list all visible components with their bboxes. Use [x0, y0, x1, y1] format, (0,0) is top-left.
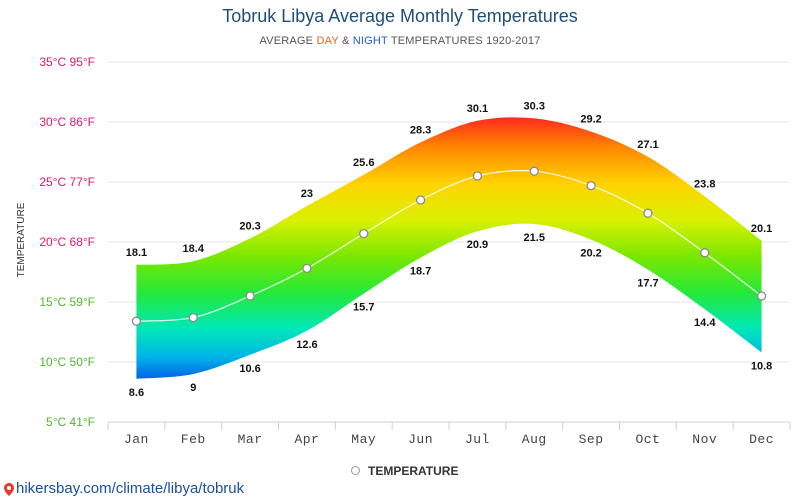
night-value-label: 20.9 [467, 239, 488, 251]
temperature-point[interactable] [643, 208, 653, 218]
chart-subtitle: AVERAGE DAY & NIGHT TEMPERATURES 1920-20… [0, 35, 800, 47]
day-value-label: 18.4 [183, 243, 205, 255]
night-value-label: 18.7 [410, 266, 431, 278]
y-axis-title: TEMPERATURE [16, 202, 27, 277]
x-tick-label: Sep [579, 432, 604, 447]
x-tick-label: Aug [522, 432, 547, 447]
source-link[interactable]: hikersbay.com/climate/libya/tobruk [4, 480, 244, 497]
night-value-label: 8.6 [129, 387, 144, 399]
y-tick-label: 20°C 68°F [39, 235, 95, 249]
y-tick-label: 25°C 77°F [39, 175, 95, 189]
y-tick-label: 10°C 50°F [39, 355, 95, 369]
y-tick-label: 30°C 86°F [39, 115, 95, 129]
temperature-point[interactable] [700, 248, 710, 258]
y-tick-label: 35°C 95°F [39, 55, 95, 69]
x-tick-label: Nov [692, 432, 717, 447]
x-tick-label: Jan [124, 432, 149, 447]
temperature-point[interactable] [302, 263, 312, 274]
day-value-label: 18.1 [126, 247, 147, 259]
day-value-label: 30.1 [467, 103, 488, 115]
legend-marker-icon [351, 466, 360, 476]
location-pin-icon [4, 482, 14, 496]
temperature-point[interactable] [188, 312, 198, 323]
x-tick-label: Oct [635, 432, 660, 447]
temperature-point[interactable] [245, 291, 255, 301]
subtitle-night: NIGHT [352, 35, 388, 47]
day-value-label: 29.2 [580, 114, 601, 126]
temperature-point[interactable] [472, 171, 483, 181]
day-value-label: 28.3 [410, 124, 431, 136]
night-value-label: 21.5 [524, 232, 545, 244]
day-night-range-area [136, 117, 762, 379]
x-tick-label: Jul [465, 432, 490, 447]
subtitle-day: DAY [316, 35, 339, 47]
temperature-point[interactable] [131, 316, 142, 326]
x-tick-label: Dec [749, 432, 774, 447]
y-tick-label: 5°C 41°F [46, 415, 95, 429]
legend-label: TEMPERATURE [368, 464, 459, 478]
subtitle-prefix: AVERAGE [259, 35, 317, 47]
source-url: hikersbay.com/climate/libya/tobruk [16, 480, 245, 497]
x-tick-label: Jun [408, 432, 433, 447]
chart-title: Tobruk Libya Average Monthly Temperature… [222, 6, 578, 26]
temperature-point[interactable] [529, 166, 539, 176]
night-value-label: 15.7 [353, 302, 374, 314]
y-tick-label: 15°C 59°F [39, 295, 95, 309]
temperature-point[interactable] [415, 195, 426, 205]
day-value-label: 20.1 [751, 223, 772, 235]
day-value-label: 30.3 [524, 100, 545, 112]
x-tick-label: May [351, 432, 376, 447]
day-value-label: 23 [301, 188, 313, 200]
temperature-point[interactable] [359, 228, 369, 239]
night-value-label: 14.4 [694, 317, 716, 329]
subtitle-amp: & [338, 35, 353, 47]
night-value-label: 10.6 [239, 363, 260, 375]
night-value-label: 17.7 [637, 278, 658, 290]
temperature-point[interactable] [756, 291, 767, 301]
x-tick-label: Feb [181, 432, 206, 447]
x-tick-label: Mar [238, 432, 263, 447]
day-value-label: 23.8 [694, 178, 715, 190]
x-tick-label: Apr [294, 432, 319, 447]
legend-item-temperature[interactable]: TEMPERATURE [351, 464, 458, 478]
temperature-point[interactable] [586, 180, 596, 191]
night-value-label: 12.6 [296, 339, 317, 351]
day-value-label: 25.6 [353, 157, 374, 169]
night-value-label: 20.2 [580, 248, 601, 260]
day-value-label: 20.3 [239, 220, 260, 232]
night-value-label: 10.8 [751, 360, 772, 372]
day-value-label: 27.1 [637, 139, 658, 151]
subtitle-suffix: TEMPERATURES 1920-2017 [387, 35, 541, 47]
night-value-label: 9 [190, 382, 196, 394]
